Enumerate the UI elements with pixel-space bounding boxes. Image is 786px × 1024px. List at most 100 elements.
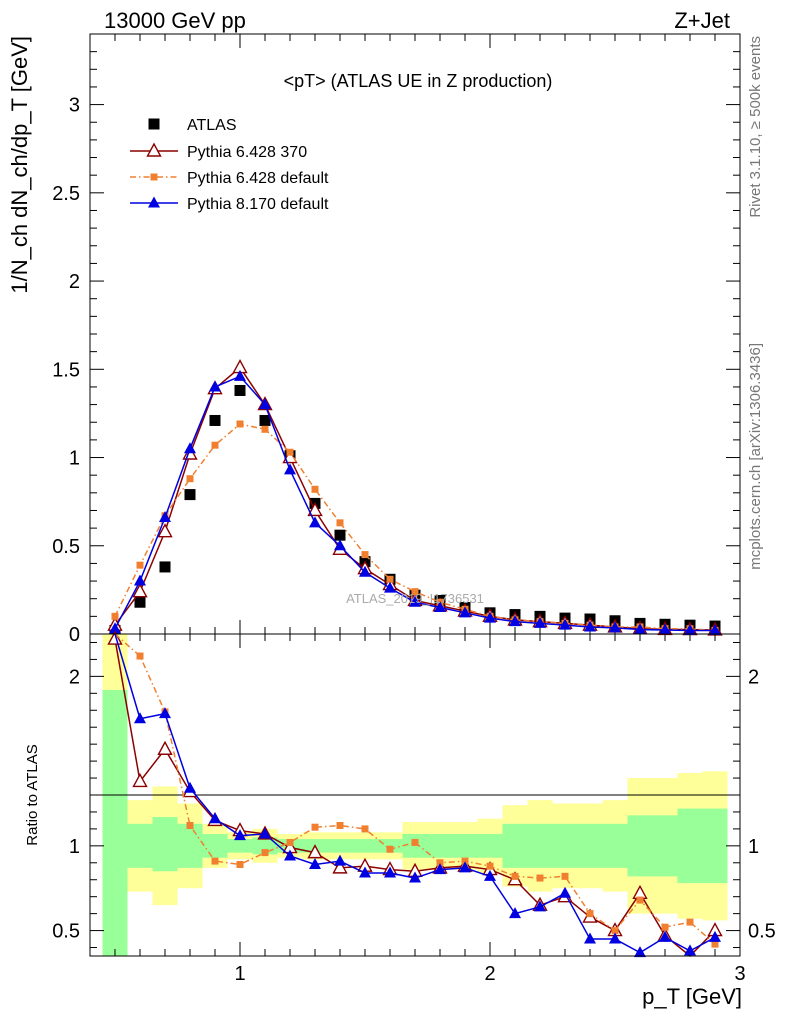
y-tick-label: 0 <box>69 624 80 646</box>
ratio-point <box>234 829 246 841</box>
legend-marker <box>150 173 158 181</box>
legend-label: Pythia 6.428 default <box>187 170 329 187</box>
ratio-point <box>286 838 294 846</box>
data-point <box>409 595 421 607</box>
band-inner <box>177 823 203 868</box>
data-point <box>534 616 546 628</box>
ratio-bands <box>102 634 728 956</box>
ratio-point <box>336 822 344 830</box>
ratio-point <box>409 871 421 883</box>
data-point <box>284 463 296 475</box>
data-point <box>186 475 194 483</box>
band-inner <box>527 823 553 868</box>
band-inner <box>677 808 703 884</box>
data-point <box>584 620 596 632</box>
ratio-point <box>611 927 619 935</box>
band-inner <box>577 823 603 868</box>
ratio-point <box>159 707 171 719</box>
ratio-point <box>661 923 669 931</box>
band-inner <box>152 817 178 872</box>
ratio-series-line <box>114 638 716 958</box>
data-point <box>111 612 119 620</box>
data-point <box>184 442 196 454</box>
y-tick-label: 2.5 <box>52 183 80 205</box>
chart-title: <pT> (ATLAS UE in Z production) <box>284 71 553 91</box>
data-point <box>211 441 219 449</box>
ratio-point <box>361 825 369 833</box>
ratio-point <box>536 874 544 882</box>
y-tick-label: 3 <box>69 95 80 117</box>
data-point <box>157 523 173 538</box>
data-point <box>659 623 671 635</box>
data-point <box>159 561 171 573</box>
data-point <box>411 588 419 596</box>
header-left: 13000 GeV pp <box>104 8 246 33</box>
ratio-point <box>211 857 219 865</box>
data-point <box>184 489 196 501</box>
data-point <box>386 575 394 583</box>
ratio-point <box>709 930 721 942</box>
data-point <box>484 611 496 623</box>
ratio-point <box>686 918 694 926</box>
ratio-point <box>411 838 419 846</box>
band-inner <box>327 839 353 853</box>
data-point <box>134 574 146 586</box>
data-point <box>261 425 269 433</box>
watermark: ATLAS_2019_I1736531 <box>346 591 484 606</box>
ratio-point <box>209 812 221 824</box>
ratio-point <box>259 827 271 839</box>
legend-label: Pythia 6.428 370 <box>187 144 307 161</box>
data-point <box>209 380 221 392</box>
ratio-point <box>384 866 396 878</box>
band-inner <box>127 823 153 868</box>
ratio-point <box>484 869 496 881</box>
data-point <box>307 502 323 517</box>
band-inner <box>452 833 478 858</box>
y-tick-label: 1.5 <box>52 359 80 381</box>
ratio-panel-frame <box>89 633 741 957</box>
y-tick-label: 0.5 <box>52 536 80 558</box>
ratio-series-line <box>114 633 716 954</box>
data-point <box>634 623 646 635</box>
ratio-point <box>284 849 296 861</box>
legend: ATLAS Pythia 6.428 370 Pythia 6.428 defaul… <box>130 117 329 213</box>
data-point <box>134 596 146 608</box>
x-axis-label: p_T [GeV] <box>642 984 742 1009</box>
legend-marker <box>146 142 162 157</box>
ratio-point <box>434 863 446 875</box>
ratio-y-axis-label: Ratio to ATLAS <box>24 744 41 845</box>
ratio-point <box>511 872 519 880</box>
ratio-point <box>107 630 123 645</box>
y-tick-label: 1 <box>69 448 80 470</box>
top-series-group <box>107 359 723 636</box>
data-point <box>286 448 294 456</box>
band-inner <box>227 839 253 853</box>
rivet-label: Rivet 3.1.10, ≥ 500k events <box>747 36 764 218</box>
ratio-point <box>386 845 394 853</box>
data-point <box>334 529 346 541</box>
data-point <box>309 516 321 528</box>
ratio-series-line <box>114 633 716 945</box>
main-y-axis-label: 1/N_ch dN_ch/dp_T [GeV] <box>7 36 32 294</box>
ratio-point <box>359 866 371 878</box>
ratio-point <box>586 910 594 918</box>
data-point <box>109 622 121 634</box>
data-point <box>509 615 521 627</box>
ratio-point <box>509 907 521 919</box>
ratio-point <box>559 886 571 898</box>
ratio-point <box>136 652 144 660</box>
band-inner <box>602 823 628 868</box>
band-inner <box>202 833 228 858</box>
ratio-point <box>534 900 546 912</box>
y-tick-label: 2 <box>69 271 80 293</box>
ratio-panel: 1 2 30.5 0.51 12 2 Ratio to ATLAS p_T [GeV] <box>24 630 776 1009</box>
legend-label: Pythia 8.170 default <box>187 196 329 213</box>
band-inner <box>552 823 578 868</box>
ratio-point <box>584 932 596 944</box>
ratio-point <box>634 946 646 958</box>
mcplots-label: mcplots.cern.ch [arXiv:1306.3436] <box>747 343 764 570</box>
ratio-point <box>711 940 719 948</box>
ratio-point <box>134 712 146 724</box>
data-point <box>334 539 346 551</box>
